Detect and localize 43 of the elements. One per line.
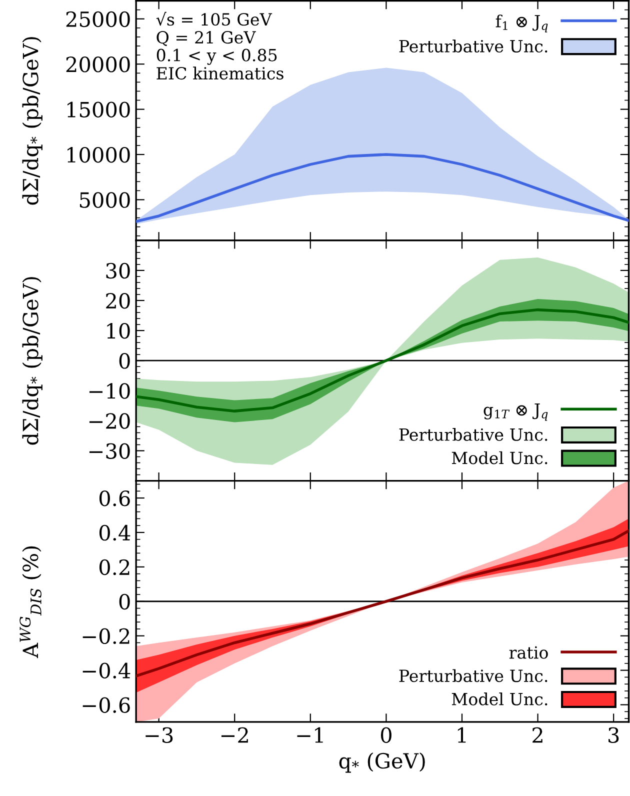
y-tick-label: 25000 <box>66 11 130 28</box>
y-tick-label: 20 <box>106 292 130 309</box>
x-axis-title: q$_{*}$ (GeV) <box>339 752 425 773</box>
y-tick-label: −0.4 <box>82 662 130 678</box>
annotation: √s = 105 GeV <box>156 12 272 26</box>
x-tick-label: 2 <box>532 727 542 743</box>
y-tick-label: 0.2 <box>99 559 130 576</box>
legend-label: Perturbative Unc. <box>399 40 548 53</box>
x-tick-label: 3 <box>608 727 619 743</box>
y-tick-label: 10 <box>107 322 130 339</box>
y-tick-label: 5000 <box>80 192 130 208</box>
legend-label: f$_{1}$ ⊗ J$_{q}$ <box>496 14 548 32</box>
y-axis-title: dΣ/dq$_{*}$ (pb/GeV) <box>22 277 42 445</box>
y-tick-label: 0 <box>119 353 130 369</box>
x-tick-label: 1 <box>458 727 466 743</box>
y-tick-label: 15000 <box>67 102 130 118</box>
y-axis-title: dΣ/dq$_{*}$ (pb/GeV) <box>22 37 42 205</box>
legend-label: g$_{1T}$ ⊗ J$_{q}$ <box>484 404 548 421</box>
annotation: Q = 21 GeV <box>156 31 256 46</box>
legend-label: Perturbative Unc. <box>399 669 548 682</box>
x-tick-label: 0 <box>380 727 392 743</box>
line-series <box>136 153 629 223</box>
y-tick-label: 0.6 <box>99 490 130 506</box>
annotation: EIC kinematics <box>156 66 284 80</box>
y-tick-label: −20 <box>89 413 130 429</box>
y-tick-label: 10000 <box>67 146 130 163</box>
legend-label: Model Unc. <box>452 451 548 464</box>
legend-label: Model Unc. <box>452 692 548 706</box>
x-tick-label: −1 <box>297 727 323 743</box>
y-tick-label: −10 <box>89 383 130 399</box>
y-tick-label: −0.6 <box>82 697 130 713</box>
legend-label: Perturbative Unc. <box>399 428 548 441</box>
y-axis-title: A$^{WG}$$_{DIS}$ (%) <box>20 546 42 658</box>
annotation: 0.1 < y < 0.85 <box>156 48 277 65</box>
y-tick-label: 0 <box>119 594 130 610</box>
x-tick-label: −3 <box>146 727 173 743</box>
x-tick-label: −2 <box>221 727 248 743</box>
y-tick-label: −30 <box>89 443 130 459</box>
legend-label: ratio <box>509 646 548 659</box>
y-tick-label: 30 <box>106 262 130 279</box>
y-tick-label: 20000 <box>66 56 130 72</box>
y-tick-label: −0.2 <box>82 628 130 644</box>
y-tick-label: 0.4 <box>99 524 130 541</box>
